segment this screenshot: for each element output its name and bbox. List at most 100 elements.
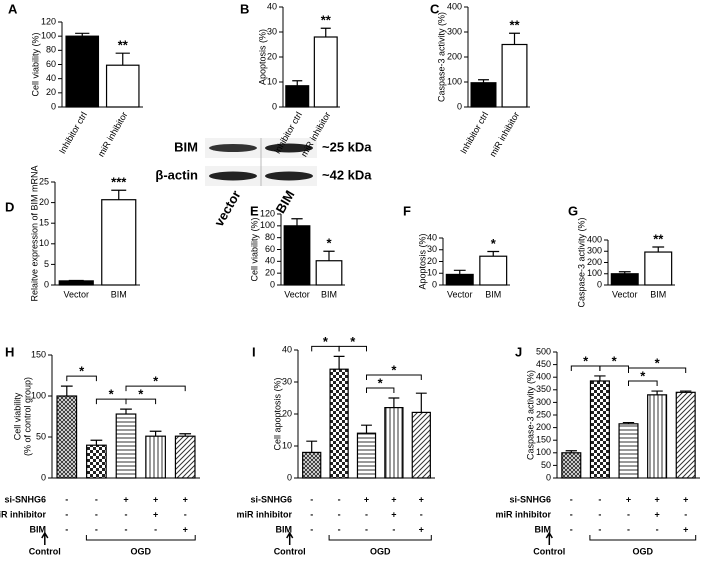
y-tick-label: 40 (267, 1, 277, 11)
y-tick-label: 100 (447, 76, 462, 86)
y-tick-label: 10 (427, 268, 437, 278)
y-tick-label: 0 (432, 279, 437, 289)
condition-sign: + (654, 494, 659, 504)
comparison-bracket (66, 375, 97, 382)
condition-sign: - (684, 509, 687, 519)
y-tick-label: 0 (287, 472, 292, 482)
y-tick-label: 200 (587, 257, 602, 267)
significance: ** (321, 13, 332, 28)
x-tick-label: Vector (612, 289, 638, 299)
y-tick-label: 100 (260, 220, 275, 230)
significance: * (109, 387, 115, 402)
panel-label: D (5, 199, 14, 214)
condition-sign: + (391, 494, 396, 504)
panel-label: A (8, 1, 18, 16)
y-tick-label: 300 (587, 246, 602, 256)
condition-sign: - (154, 524, 157, 534)
error-bar (111, 189, 127, 200)
error-bar (291, 218, 303, 226)
condition-label: miR inhibitor (237, 509, 293, 519)
y-tick-label: 200 (536, 422, 551, 432)
x-tick-label: BIM (321, 289, 337, 299)
significance: * (323, 334, 329, 349)
condition-label: miR inhibitor (0, 509, 46, 519)
significance: * (583, 353, 589, 368)
y-tick-label: 50 (36, 431, 46, 441)
y-axis-title: Cell viability (12, 392, 22, 440)
condition-sign: - (392, 524, 395, 534)
error-bar (115, 52, 130, 66)
condition-sign: - (598, 524, 601, 534)
group-label: OGD (370, 546, 391, 556)
condition-sign: + (153, 509, 158, 519)
bar (644, 251, 673, 286)
condition-sign: - (338, 524, 341, 534)
y-tick-label: 50 (541, 460, 551, 470)
y-tick-label: 0 (44, 279, 49, 289)
significance: * (326, 236, 332, 251)
error-bar (388, 397, 400, 408)
y-tick-label: 100 (587, 268, 602, 278)
y-axis-title: Cell apoptosis (%) (272, 377, 282, 450)
condition-sign: + (419, 494, 424, 504)
x-tick-label: Inhibitor ctrl (57, 110, 89, 155)
y-tick-label: 0 (546, 472, 551, 482)
condition-sign: - (365, 509, 368, 519)
error-bar (487, 250, 500, 257)
bar (445, 273, 474, 286)
significance: * (378, 375, 384, 390)
error-bar (90, 439, 103, 446)
y-tick-label: 10 (282, 440, 292, 450)
group-arrow (41, 531, 49, 545)
bar (174, 435, 196, 479)
error-bar (415, 392, 427, 413)
significance: * (79, 364, 85, 379)
condition-sign: + (654, 509, 659, 519)
condition-sign: - (598, 494, 601, 504)
bar (315, 260, 343, 286)
y-tick-label: 120 (260, 208, 275, 218)
blot-size: ~25 kDa (322, 139, 372, 154)
error-bar (651, 390, 663, 395)
y-tick-label: 40 (265, 256, 275, 266)
x-tick-label: BIM (485, 289, 501, 299)
error-bar (361, 424, 372, 434)
y-tick-label: 30 (427, 244, 437, 254)
y-tick-label: 20 (427, 256, 437, 266)
group-label: Control (274, 546, 306, 556)
y-tick-label: 20 (267, 51, 277, 61)
condition-sign: - (310, 494, 313, 504)
x-tick-label: Vector (63, 289, 89, 299)
bar (115, 413, 137, 479)
y-tick-label: 150 (31, 349, 46, 359)
condition-sign: - (338, 494, 341, 504)
condition-sign: + (683, 524, 688, 534)
y-tick-label: 30 (282, 376, 292, 386)
bar (356, 432, 377, 479)
bar (479, 255, 508, 286)
error-bar (149, 430, 162, 437)
x-tick-label: BIM (650, 289, 666, 299)
condition-sign: - (310, 509, 313, 519)
condition-sign: - (627, 524, 630, 534)
error-bar (509, 32, 520, 45)
bar (610, 273, 639, 286)
x-tick-label: miR inhibitor (488, 110, 522, 158)
group-bracket (589, 535, 697, 541)
y-tick-label: 0 (270, 279, 275, 289)
condition-sign: + (419, 524, 424, 534)
significance: * (153, 374, 159, 389)
blot-row-label: β-actin (155, 167, 198, 182)
group-bracket (85, 535, 196, 541)
y-tick-label: 25 (39, 176, 49, 186)
error-bar (306, 440, 318, 453)
significance: ** (653, 231, 664, 246)
y-tick-label: 500 (536, 346, 551, 356)
bar (470, 82, 497, 108)
blot-band (209, 144, 257, 152)
comparison-bracket (338, 345, 367, 352)
y-axis-title: Apoptosis (%) (257, 29, 267, 85)
x-tick-label: Vector (447, 289, 473, 299)
y-tick-label: 10 (39, 238, 49, 248)
bar (561, 452, 582, 479)
